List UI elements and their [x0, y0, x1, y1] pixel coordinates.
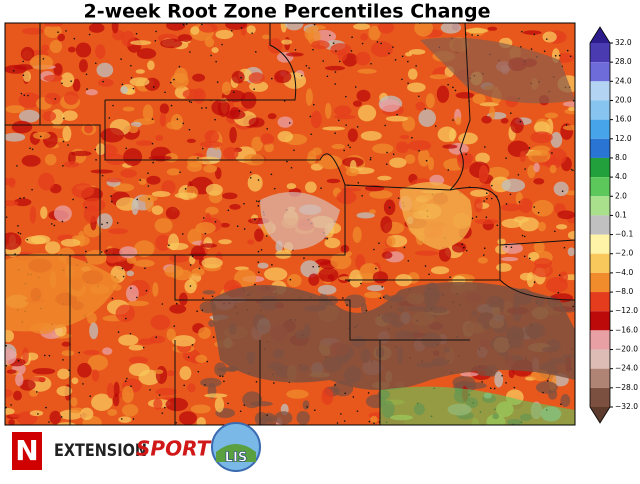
colorbar-segment	[590, 215, 610, 235]
colorbar-segment	[590, 177, 610, 197]
n-logo	[12, 432, 42, 470]
colorbar-segment	[590, 62, 610, 82]
colorbar-extend	[590, 27, 610, 43]
colorbar: 32.0 28.0 24.0 20.0 16.0 12.0 8.0 4.0 2.0 0.1 −0.1…	[589, 26, 638, 424]
colorbar-segment	[590, 157, 610, 178]
colorbar-tick-label: 0.1	[615, 210, 627, 219]
lis-logo-text: LIS	[225, 451, 247, 466]
colorbar-tick-label: −28.0	[615, 383, 638, 392]
colorbar-segment	[590, 330, 610, 350]
extension-logo: EXTENSION	[54, 440, 147, 460]
title: 2-week Root Zone Percentiles Change	[83, 1, 490, 23]
colorbar-tick-label: 32.0	[615, 38, 632, 47]
colorbar-segment	[590, 138, 610, 158]
colorbar-tick-label: −8.0	[615, 287, 633, 296]
colorbar-tick-label: −2.0	[615, 249, 633, 258]
colorbar-tick-label: −0.1	[615, 230, 633, 239]
colorbar-segment	[590, 253, 610, 273]
colorbar-segment	[590, 196, 610, 216]
n-logo-text: N	[15, 434, 38, 467]
colorbar-tick-label: −4.0	[615, 268, 633, 277]
colorbar-segment	[590, 43, 610, 63]
colorbar-segment	[590, 349, 610, 369]
sport-logo: SPORT	[136, 437, 212, 461]
colorbar-tick-label: 28.0	[615, 57, 632, 66]
colorbar-segment	[590, 292, 610, 312]
colorbar-tick-label: 4.0	[615, 172, 627, 181]
colorbar-tick-label: −20.0	[615, 345, 638, 354]
colorbar-tick-label: 2.0	[615, 191, 627, 200]
colorbar-tick-label: −32.0	[615, 402, 638, 411]
colorbar-segment	[590, 234, 610, 254]
colorbar-segment	[590, 119, 610, 139]
colorbar-segment	[590, 272, 610, 293]
colorbar-segment	[590, 368, 610, 388]
colorbar-segment	[590, 100, 610, 120]
colorbar-tick-label: −24.0	[615, 364, 638, 373]
colorbar-segment	[590, 387, 610, 407]
colorbar-extend	[590, 407, 610, 423]
colorbar-tick-label: −16.0	[615, 325, 638, 334]
colorbar-tick-label: 8.0	[615, 153, 627, 162]
colorbar-tick-label: 20.0	[615, 95, 632, 104]
map	[4, 22, 576, 426]
logos: N EXTENSION SPORT LIS	[12, 422, 261, 472]
colorbar-tick-label: 24.0	[615, 76, 632, 85]
colorbar-segment	[590, 311, 610, 331]
colorbar-segment	[590, 81, 610, 101]
colorbar-tick-label: −12.0	[615, 306, 638, 315]
colorbar-tick-label: 12.0	[615, 134, 632, 143]
colorbar-tick-label: 16.0	[615, 115, 632, 124]
